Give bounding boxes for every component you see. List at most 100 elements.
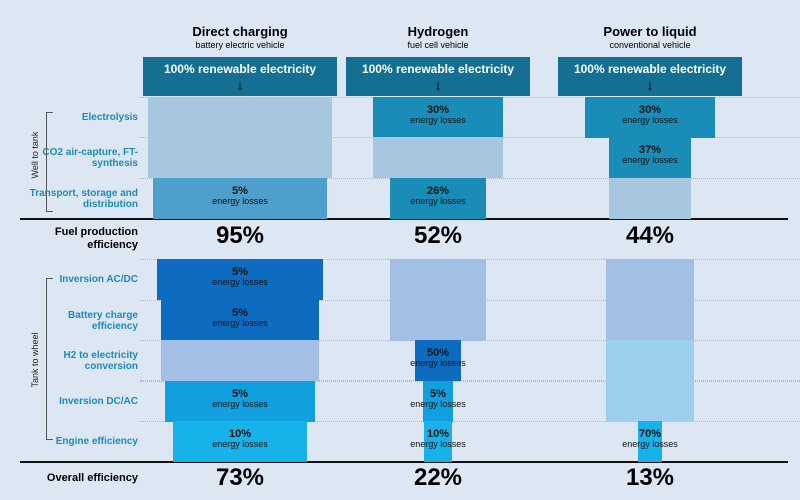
stage-label: Inversion DC/AC (59, 396, 138, 407)
loss-label: 5% energy losses (388, 388, 488, 410)
loss-unit: energy losses (410, 439, 466, 449)
loss-value: 5% (232, 307, 248, 319)
overall-efficiency-value: 73% (215, 464, 265, 491)
overall-efficiency-value: 13% (625, 464, 675, 491)
loss-label: 10% energy losses (388, 428, 488, 450)
source-label: 100% renewable electricity (163, 62, 317, 76)
column-subtitle: battery electric vehicle (195, 40, 285, 50)
loss-label: 50% energy losses (388, 347, 488, 369)
down-arrow-icon: ↓ (646, 77, 654, 94)
stage-label: Inversion AC/DC (59, 274, 138, 285)
stage-bar (165, 381, 315, 422)
stage-bar (390, 259, 486, 300)
stage-bar (161, 340, 319, 381)
loss-label: 5% energy losses (190, 388, 290, 410)
loss-unit: energy losses (622, 115, 678, 125)
stage-bar (373, 97, 503, 138)
fuel-production-efficiency-value: 52% (413, 222, 463, 249)
stage-bar (606, 381, 694, 422)
loss-value: 30% (426, 104, 450, 116)
stage-bar (390, 178, 486, 219)
loss-label: 30% energy losses (600, 104, 700, 126)
column-subtitle: conventional vehicle (609, 40, 691, 50)
loss-value: 5% (232, 266, 248, 278)
column-title: Direct charging (192, 24, 288, 39)
stage-bar (373, 137, 503, 178)
loss-unit: energy losses (622, 155, 678, 165)
group-bracket (46, 112, 53, 212)
row-divider (140, 380, 800, 381)
loss-value: 50% (426, 347, 450, 359)
fuel-production-label: Fuel production efficiency (54, 226, 138, 251)
stage-bar (415, 340, 461, 381)
stage-bar (390, 300, 486, 341)
loss-value: 5% (232, 185, 248, 197)
stage-bar (585, 97, 715, 138)
fuel-production-efficiency-value: 44% (625, 222, 675, 249)
overall-efficiency-value: 22% (413, 464, 463, 491)
stage-bar (609, 178, 691, 219)
loss-label: 26% energy losses (388, 185, 488, 207)
stage-bar (423, 381, 453, 422)
loss-label: 5% energy losses (190, 307, 290, 329)
stage-bar (606, 340, 694, 381)
loss-value: 10% (228, 428, 252, 440)
column-title: Hydrogen (407, 24, 469, 39)
loss-value: 5% (430, 388, 446, 400)
column-title: Power to liquid (603, 24, 697, 39)
loss-label: 10% energy losses (190, 428, 290, 450)
stage-bar (157, 259, 323, 300)
loss-value: 26% (426, 185, 450, 197)
fuel-production-efficiency-value: 95% (215, 222, 265, 249)
source-label: 100% renewable electricity (573, 62, 727, 76)
stage-label: Battery charge efficiency (67, 309, 138, 332)
stage-bar (606, 259, 694, 300)
section-divider (20, 461, 788, 463)
stage-bar (161, 300, 319, 341)
row-divider (140, 421, 800, 422)
loss-unit: energy losses (410, 358, 466, 368)
stage-label: H2 to electricity conversion (63, 349, 138, 372)
source-box: 100% renewable electricity ↓ (143, 57, 337, 96)
loss-value: 5% (232, 388, 248, 400)
group-label: Tank to wheel (30, 332, 40, 388)
loss-label: 37% energy losses (600, 144, 700, 166)
group-bracket (46, 278, 53, 440)
loss-label: 70% energy losses (600, 428, 700, 450)
stage-bar (606, 300, 694, 341)
stage-label: Engine efficiency (55, 436, 138, 447)
stage-bar (153, 178, 327, 219)
loss-value: 70% (638, 428, 662, 440)
loss-unit: energy losses (410, 115, 466, 125)
stage-label: Transport, storage and distribution (29, 187, 138, 210)
loss-unit: energy losses (410, 196, 466, 206)
loss-unit: energy losses (212, 277, 268, 287)
source-box: 100% renewable electricity ↓ (346, 57, 530, 96)
loss-unit: energy losses (212, 196, 268, 206)
stage-label: CO2 air-capture, FT-synthesis (42, 146, 138, 169)
down-arrow-icon: ↓ (434, 77, 442, 94)
loss-unit: energy losses (410, 399, 466, 409)
source-label: 100% renewable electricity (361, 62, 515, 76)
stage-bar (638, 421, 662, 462)
stage-bar (173, 421, 307, 462)
loss-unit: energy losses (212, 439, 268, 449)
stage-label: Electrolysis (81, 112, 138, 123)
source-box: 100% renewable electricity ↓ (558, 57, 742, 96)
loss-unit: energy losses (212, 318, 268, 328)
loss-label: 5% energy losses (190, 185, 290, 207)
loss-value: 30% (638, 104, 662, 116)
loss-value: 10% (426, 428, 450, 440)
stage-bar (148, 97, 332, 138)
loss-label: 30% energy losses (388, 104, 488, 126)
stage-bar (148, 137, 332, 178)
loss-label: 5% energy losses (190, 266, 290, 288)
group-label: Well to tank (30, 131, 40, 179)
loss-unit: energy losses (212, 399, 268, 409)
overall-efficiency-label: Overall efficiency (46, 472, 138, 484)
row-divider (140, 381, 800, 382)
loss-value: 37% (638, 144, 662, 156)
stage-bar (424, 421, 452, 462)
stage-bar (609, 137, 691, 178)
loss-unit: energy losses (622, 439, 678, 449)
